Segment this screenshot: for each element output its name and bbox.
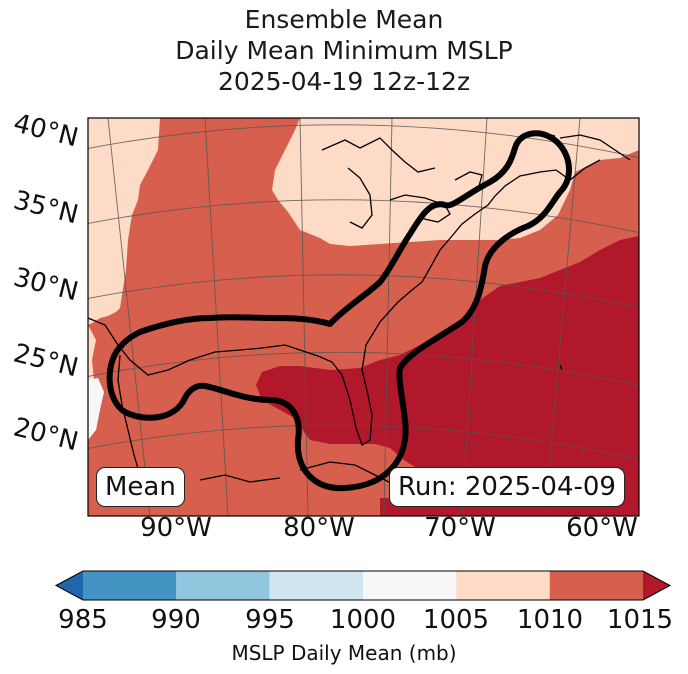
pressure-field-1000-1005 — [88, 378, 104, 440]
colorbar-tick-995: 995 — [245, 605, 295, 635]
title-line-3: 2025-04-19 12z-12z — [217, 67, 471, 96]
mean-label-box: Mean — [96, 467, 185, 507]
map-area — [88, 118, 639, 516]
graticule — [88, 118, 639, 516]
pressure-field-1015-plus — [256, 236, 639, 500]
colorbar-tick-990: 990 — [151, 605, 201, 635]
colorbar-extend-low — [56, 571, 83, 600]
colorbar-segment-1010-1015 — [549, 571, 643, 600]
colorbar-outline — [54, 570, 672, 601]
colorbar-segment-995-1000 — [269, 571, 363, 600]
colorbar-tick-1010: 1010 — [516, 605, 584, 635]
colorbar-segment-1000-1005 — [363, 571, 457, 600]
coastlines — [88, 131, 631, 501]
lon-label-60w: 60°W — [566, 513, 638, 543]
lon-label-80w: 80°W — [283, 513, 355, 543]
colorbar-tick-1015: 1015 — [606, 605, 674, 635]
colorbar-extend-high — [643, 571, 670, 600]
colorbar-tick-1005: 1005 — [422, 605, 490, 635]
title-line-2: Daily Mean Minimum MSLP — [175, 36, 513, 65]
run-date-box: Run: 2025-04-09 — [389, 467, 625, 507]
lon-label-70w: 70°W — [424, 513, 496, 543]
mslp-contour-outline — [106, 130, 572, 492]
colorbar-label: MSLP Daily Mean (mb) — [231, 641, 457, 665]
lon-label-90w: 90°W — [140, 513, 212, 543]
colorbar-tick-1000: 1000 — [329, 605, 397, 635]
colorbar-tick-985: 985 — [58, 605, 108, 635]
colorbar — [54, 570, 672, 601]
map-frame — [87, 117, 640, 517]
colorbar-segment-1005-1010 — [456, 571, 550, 600]
pressure-field-1005-1010-west — [88, 118, 160, 325]
title-line-1: Ensemble Mean — [244, 5, 444, 34]
chart-title: Ensemble Mean Daily Mean Minimum MSLP 20… — [0, 4, 688, 97]
colorbar-segment-985-990 — [83, 571, 177, 600]
colorbar-segment-990-995 — [176, 571, 270, 600]
